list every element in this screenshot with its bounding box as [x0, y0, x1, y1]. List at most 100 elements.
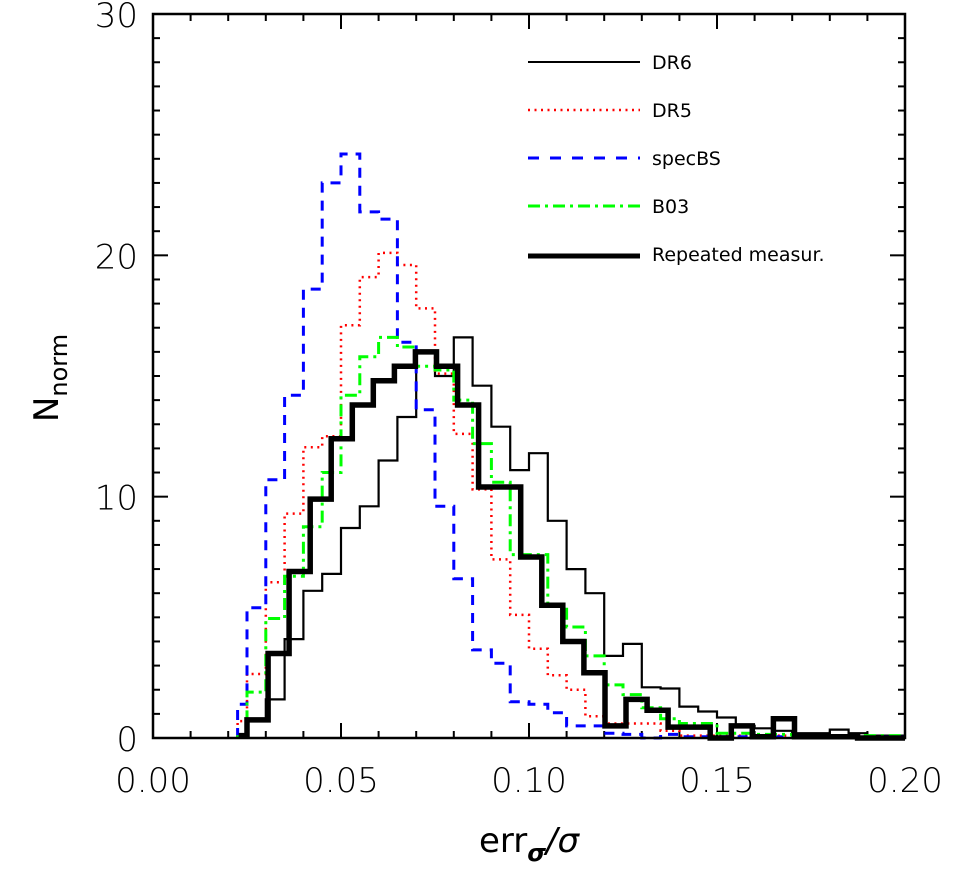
- histogram-bin: [567, 690, 586, 738]
- histogram-bin: [397, 265, 416, 738]
- histogram-bin: [548, 675, 567, 738]
- histogram-line-dr5: [236, 251, 905, 739]
- histogram-bin: [521, 557, 542, 738]
- y-tick-label: 0: [116, 720, 138, 760]
- x-axis-title: errσ/σ: [479, 821, 580, 867]
- legend-label-b03: B03: [652, 196, 689, 218]
- legend-item-repeated: Repeated measur.: [528, 244, 825, 266]
- histogram-bin: [379, 461, 398, 739]
- histogram-line-dr6: [236, 336, 905, 738]
- histogram-bin: [548, 713, 567, 738]
- legend: DR6 DR5 specBS B03 Repeated measur.: [528, 52, 825, 266]
- x-tick-label: 0.05: [303, 761, 379, 801]
- histogram-bin: [510, 702, 529, 738]
- legend-label-dr5: DR5: [652, 100, 692, 122]
- histogram-bin: [360, 357, 379, 738]
- legend-label-dr6: DR6: [652, 52, 692, 74]
- series-dr5: [236, 251, 905, 739]
- histogram-bin: [397, 417, 416, 738]
- histogram-bin: [529, 704, 548, 738]
- histogram-bin: [247, 674, 266, 738]
- y-axis-title-sub: norm: [45, 334, 73, 397]
- x-tick-label: 0.15: [679, 761, 755, 801]
- histogram-bin: [322, 574, 341, 738]
- histogram-bin: [642, 724, 661, 739]
- histogram-bin: [360, 506, 379, 738]
- histogram-bin: [341, 325, 360, 738]
- histogram-bin: [491, 559, 510, 738]
- histogram-bin: [529, 649, 548, 738]
- legend-item-b03: B03: [528, 196, 689, 218]
- histogram-bin: [529, 555, 548, 738]
- x-axis-title-tail: /σ: [543, 821, 580, 861]
- histogram-bin: [585, 593, 604, 738]
- histogram-bin: [584, 673, 605, 738]
- histogram-bin: [473, 386, 492, 738]
- histogram-bin: [247, 692, 266, 738]
- y-tick-label: 30: [95, 0, 138, 36]
- histogram-bin: [458, 405, 479, 738]
- histogram-bin: [479, 487, 500, 738]
- series-dr6: [236, 336, 905, 739]
- x-axis-title-main: err: [479, 821, 527, 861]
- histogram-bin: [341, 528, 360, 738]
- y-axis-title: Nnorm: [27, 334, 73, 422]
- y-axis-title-main: N: [27, 397, 67, 422]
- y-tick-labels: 0 10 20 30: [95, 0, 138, 760]
- histogram-bin: [647, 710, 668, 738]
- histogram-line-b03: [236, 335, 905, 739]
- histogram-bin: [510, 615, 529, 738]
- histogram-bin: [285, 395, 304, 738]
- histogram-bin: [397, 347, 416, 738]
- histogram-bin: [397, 342, 416, 738]
- histogram-bin: [352, 405, 373, 738]
- plot-frame: [151, 12, 907, 740]
- legend-item-specbs: specBS: [528, 148, 721, 170]
- histogram-bin: [289, 572, 310, 739]
- x-tick-label: 0.10: [491, 761, 567, 801]
- histogram-bin: [341, 154, 360, 738]
- histogram-bin: [416, 410, 435, 738]
- histogram-bin: [454, 434, 473, 738]
- legend-item-dr6: DR6: [528, 52, 692, 74]
- histogram-bin: [379, 219, 398, 738]
- histogram-bin: [542, 605, 563, 738]
- x-tick-labels: 0.00 0.05 0.10 0.15 0.20: [115, 761, 943, 801]
- histogram-bin: [626, 699, 647, 738]
- legend-label-specbs: specBS: [652, 148, 721, 170]
- histogram-bin: [454, 579, 473, 738]
- histogram-bin: [473, 650, 492, 738]
- histogram-bin: [491, 482, 510, 738]
- histogram-bin: [341, 395, 360, 738]
- histogram-line-specbs: [236, 152, 905, 740]
- histogram-bin: [454, 400, 473, 738]
- histogram-bin: [373, 381, 394, 738]
- y-tick-label: 10: [95, 479, 138, 519]
- histogram-bin: [268, 654, 289, 739]
- histogram-bin: [360, 212, 379, 738]
- histogram-bin: [435, 376, 454, 738]
- histogram-bin: [379, 337, 398, 738]
- histogram-bin: [435, 370, 454, 738]
- histogram-bin: [491, 427, 510, 738]
- legend-label-repeated: Repeated measur.: [652, 244, 825, 266]
- histogram-bin: [567, 726, 586, 738]
- histogram-bin: [435, 374, 454, 738]
- x-tick-label: 0.20: [867, 761, 943, 801]
- histogram-bin: [473, 489, 492, 738]
- histogram-bin: [322, 473, 341, 739]
- legend-item-dr5: DR5: [528, 100, 692, 122]
- histogram-bin: [435, 506, 454, 738]
- histogram-bin: [360, 277, 379, 738]
- histogram-bin: [379, 253, 398, 738]
- x-axis-title-sub: σ: [527, 839, 546, 867]
- series-specbs: [236, 152, 905, 740]
- histogram-bin: [310, 499, 331, 738]
- histogram-bin: [437, 366, 458, 738]
- histogram-bin: [416, 308, 435, 738]
- y-tick-label: 20: [95, 237, 138, 277]
- histogram-bin: [491, 663, 510, 738]
- histogram-bin: [416, 366, 435, 738]
- histogram-bin: [331, 439, 352, 738]
